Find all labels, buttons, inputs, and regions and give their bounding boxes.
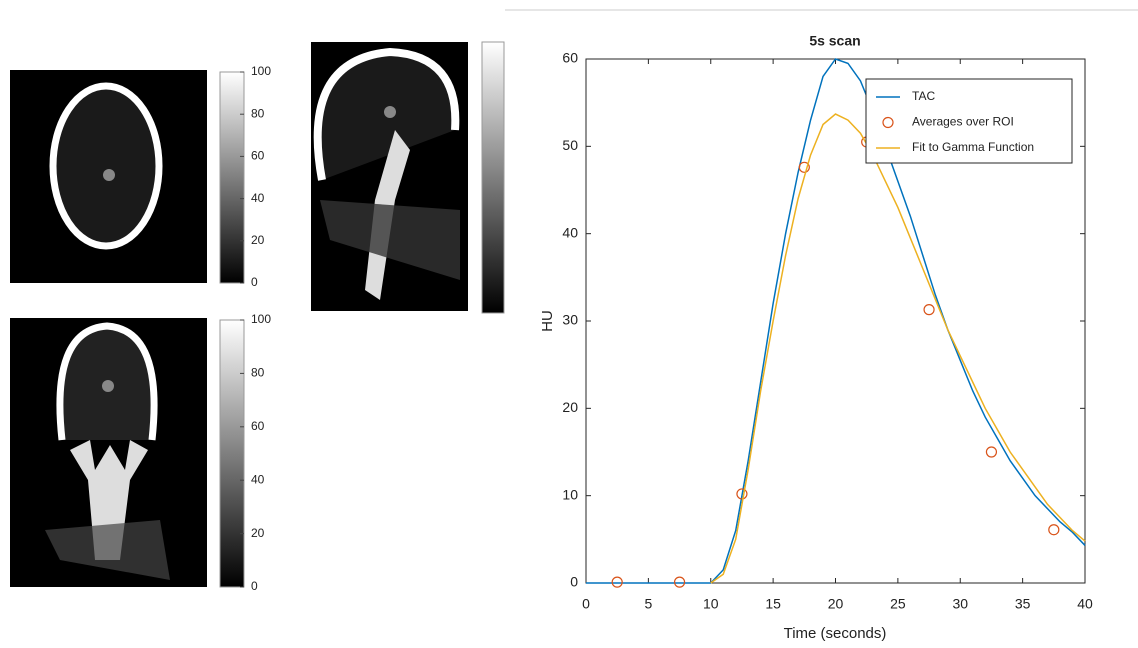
legend-label: TAC xyxy=(912,89,935,103)
colorbar-tick-label: 60 xyxy=(251,419,265,433)
colorbar-tick-label: 40 xyxy=(251,472,265,486)
x-axis-label: Time (seconds) xyxy=(784,625,887,642)
y-axis-label: HU xyxy=(539,310,556,332)
x-tick-label: 35 xyxy=(1015,596,1031,612)
colorbar-tick-label: 80 xyxy=(251,106,265,120)
colorbar-tick-label: 80 xyxy=(251,366,265,380)
colorbar-tick-label: 20 xyxy=(251,526,265,540)
y-tick-label: 20 xyxy=(562,399,578,415)
y-tick-label: 60 xyxy=(562,50,578,66)
colorbar-tick-label: 100 xyxy=(251,64,271,78)
colorbar: 0 20 40 60 80 100 xyxy=(220,312,271,593)
colorbar-gradient xyxy=(220,320,244,587)
ct-sagittal-image xyxy=(311,42,468,311)
colorbar-tick-label: 40 xyxy=(251,191,265,205)
colorbar-gradient xyxy=(482,42,504,313)
legend-label: Averages over ROI xyxy=(912,115,1014,129)
colorbar: 0 20 40 60 80 100 xyxy=(220,64,271,289)
legend: TAC Averages over ROI Fit to Gamma Functio… xyxy=(866,79,1072,163)
x-tick-label: 20 xyxy=(828,596,844,612)
colorbar-ticks: 0 20 40 60 80 100 xyxy=(240,64,271,289)
x-tick-label: 30 xyxy=(952,596,968,612)
colorbar-tick-label: 0 xyxy=(251,579,258,593)
x-tick-label: 25 xyxy=(890,596,906,612)
colorbar-tick-label: 60 xyxy=(251,149,265,163)
page: 020406080100 020406080100 5s scan Time (… xyxy=(0,0,1138,648)
x-tick-label: 0 xyxy=(582,596,590,612)
y-tick-label: 0 xyxy=(570,574,578,590)
y-tick-label: 30 xyxy=(562,312,578,328)
x-tick-label: 15 xyxy=(765,596,781,612)
y-tick-label: 10 xyxy=(562,486,578,502)
y-tick-label: 50 xyxy=(562,137,578,153)
legend-label: Fit to Gamma Function xyxy=(912,140,1034,154)
ct-axial-image xyxy=(10,70,207,283)
ct-coronal-image xyxy=(10,318,207,587)
chart-title: 5s scan xyxy=(809,33,860,49)
colorbar-tick-label: 0 xyxy=(251,275,258,289)
x-tick-label: 10 xyxy=(703,596,719,612)
colorbar-gradient xyxy=(220,72,244,283)
x-tick-label: 40 xyxy=(1077,596,1093,612)
y-tick-label: 40 xyxy=(562,224,578,240)
colorbar-tick-label: 100 xyxy=(251,312,271,326)
colorbar-ticks: 0 20 40 60 80 100 xyxy=(240,312,271,593)
figure: 020406080100 020406080100 5s scan Time (… xyxy=(0,0,1138,648)
x-tick-label: 5 xyxy=(644,596,652,612)
colorbar-tick-label: 20 xyxy=(251,233,265,247)
